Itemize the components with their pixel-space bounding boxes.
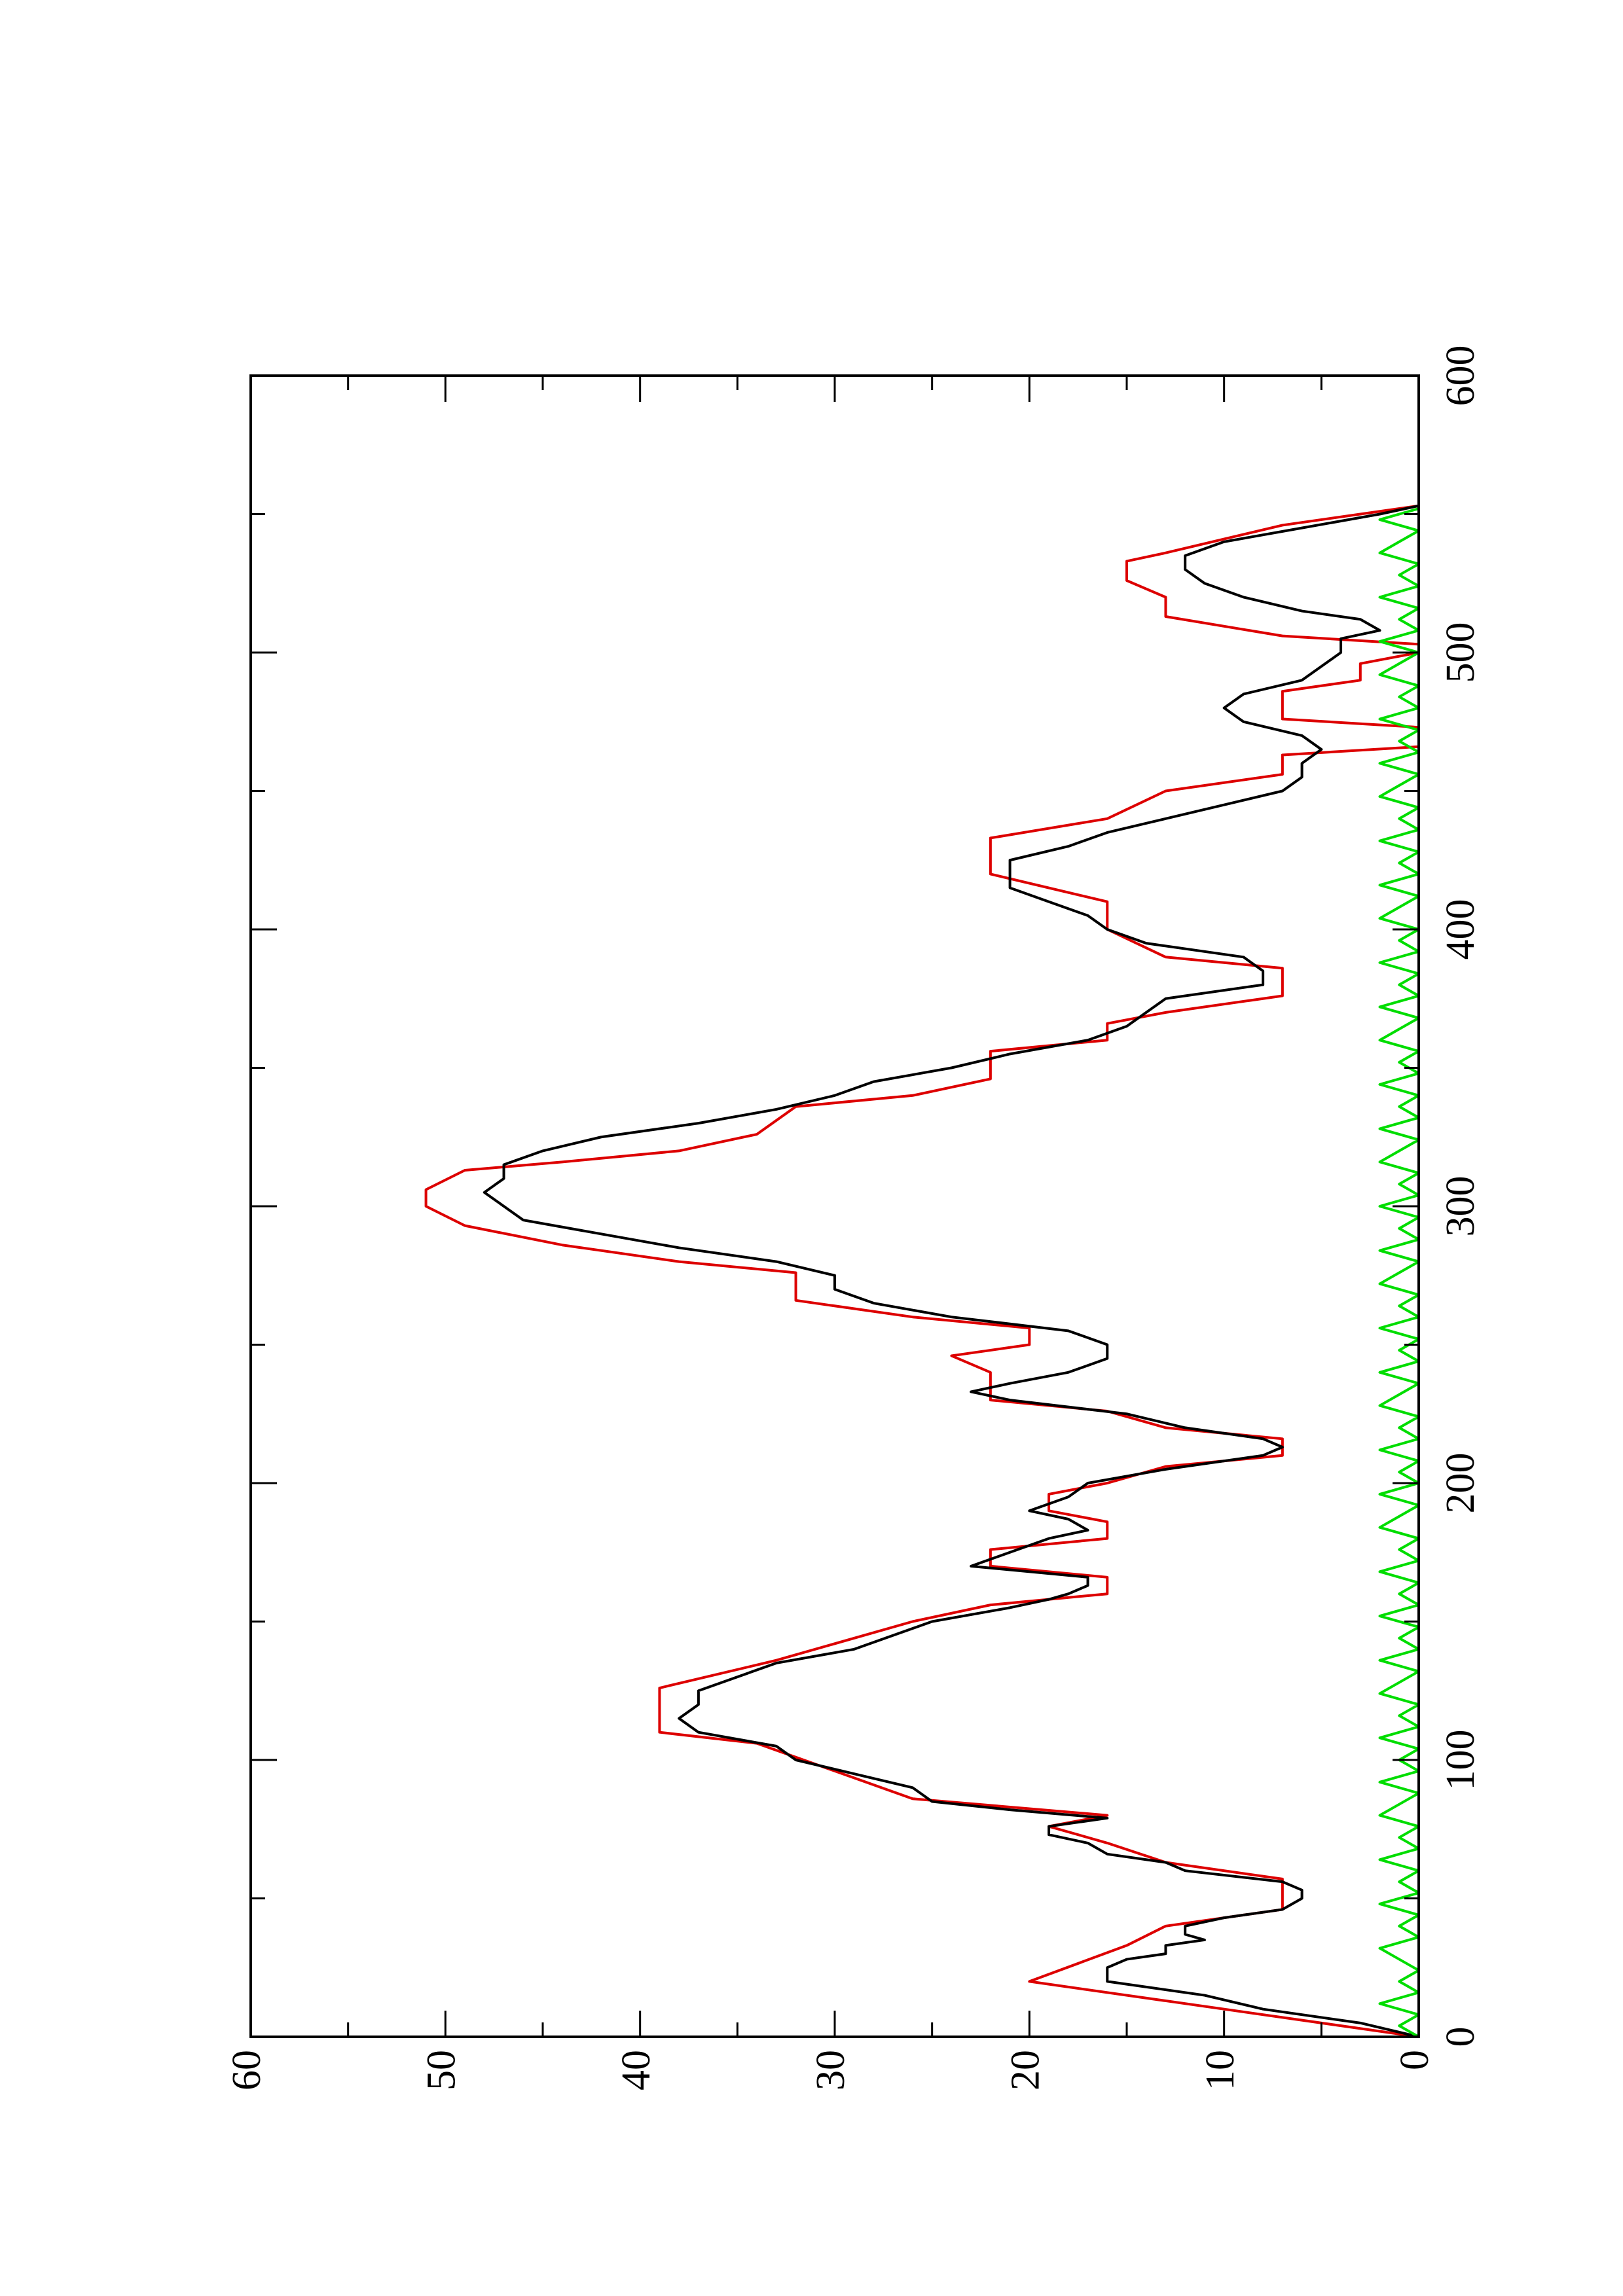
- x-tick-label: 600: [1438, 346, 1483, 406]
- plot-frame: [249, 374, 1420, 2038]
- y-tick-label: 0: [1393, 2050, 1437, 2070]
- x-tick-label: 100: [1438, 1730, 1483, 1791]
- y-tick-label: 20: [1004, 2050, 1048, 2090]
- series-line-2: [1378, 507, 1420, 2038]
- series-layer: [424, 504, 1420, 2038]
- x-tick-label: 400: [1438, 899, 1483, 960]
- tick-labels: 0 100 200 300 400 500 600 0 10 20 30 40 50 60: [225, 346, 1483, 2091]
- x-tick-label: 300: [1438, 1176, 1483, 1237]
- y-tick-label: 50: [420, 2050, 464, 2090]
- x-tick-label: 200: [1438, 1453, 1483, 1514]
- x-tick-label: 500: [1438, 622, 1483, 683]
- y-tick-label: 30: [809, 2050, 853, 2090]
- series-line-0: [424, 504, 1420, 2038]
- series-line-1: [483, 504, 1419, 2038]
- x-tick-label: 0: [1438, 2027, 1483, 2047]
- y-tick-label: 60: [225, 2050, 269, 2090]
- y-tick-label: 10: [1198, 2050, 1243, 2090]
- y-tick-label: 40: [614, 2050, 659, 2090]
